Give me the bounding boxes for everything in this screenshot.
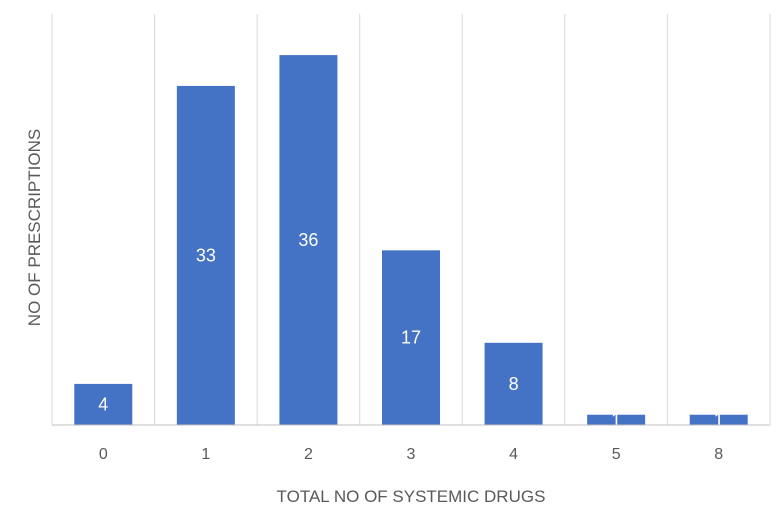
x-tick-label-3: 3 bbox=[407, 446, 416, 463]
x-tick-label-0: 0 bbox=[99, 446, 108, 463]
x-tick-label-2: 2 bbox=[304, 446, 313, 463]
x-tick-label-8: 8 bbox=[714, 446, 723, 463]
y-axis-title: NO OF PRESCRIPTIONS bbox=[25, 129, 44, 326]
bar-1 bbox=[176, 85, 235, 426]
x-tick-labels: 0 1 2 3 4 5 8 bbox=[99, 446, 723, 463]
data-label-1: 33 bbox=[196, 245, 216, 265]
bar-0 bbox=[74, 383, 133, 425]
bar-5 bbox=[587, 414, 646, 425]
x-tick-label-5: 5 bbox=[612, 446, 621, 463]
data-label-3: 17 bbox=[401, 328, 421, 348]
data-labels: 4 33 36 17 8 1 1 bbox=[98, 230, 723, 430]
bar-4 bbox=[484, 342, 543, 425]
gridlines bbox=[51, 14, 771, 425]
data-label-8: 1 bbox=[714, 410, 724, 430]
bar-2 bbox=[279, 55, 338, 425]
bar-8 bbox=[689, 414, 748, 425]
bars bbox=[74, 55, 748, 426]
data-label-4: 8 bbox=[509, 374, 519, 394]
bar-3 bbox=[382, 250, 440, 425]
x-tick-label-1: 1 bbox=[201, 446, 210, 463]
data-label-2: 36 bbox=[298, 230, 318, 250]
x-axis-title: TOTAL NO OF SYSTEMIC DRUGS bbox=[277, 487, 546, 506]
data-label-5: 1 bbox=[611, 410, 621, 430]
x-tick-label-4: 4 bbox=[509, 446, 518, 463]
data-label-0: 4 bbox=[98, 394, 108, 414]
